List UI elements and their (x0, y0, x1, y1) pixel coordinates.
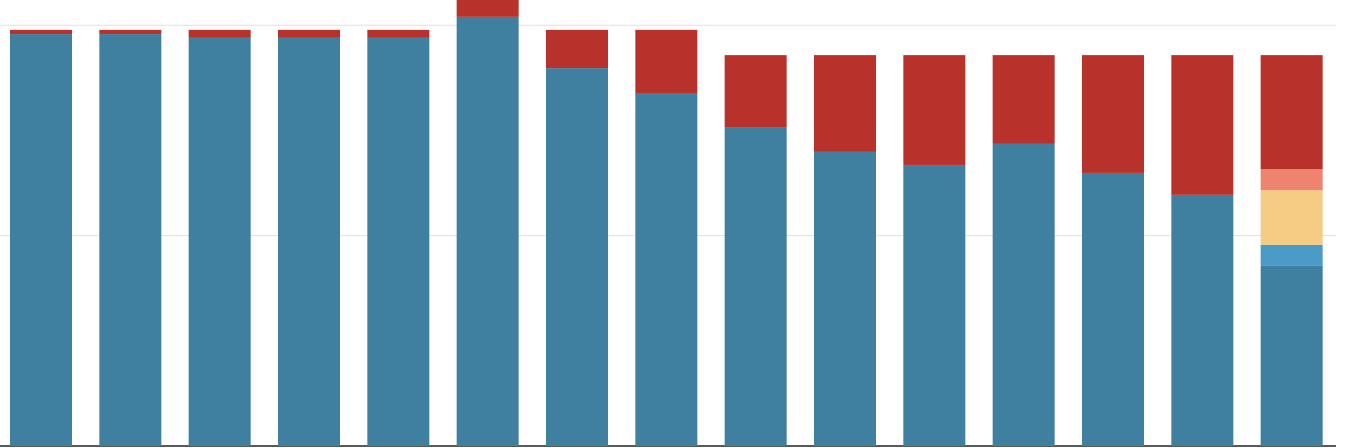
bar-segment (188, 29, 251, 38)
bar-segment (456, 16, 519, 446)
bar-segment (903, 55, 966, 165)
bar-segment (724, 127, 787, 446)
bar-segment (814, 151, 876, 446)
bar-segment (1260, 169, 1323, 191)
bar-segment (1260, 55, 1323, 170)
bar-segment (992, 143, 1055, 446)
bar-segment (1171, 194, 1234, 446)
bar-segment (456, 0, 519, 17)
bar-segment (99, 29, 162, 35)
bar-segment (992, 55, 1055, 144)
bar-segment (1082, 55, 1144, 173)
bar-segment (367, 29, 430, 38)
bar-segment (903, 164, 966, 446)
bar-segment (1082, 172, 1144, 447)
bar-segment (546, 68, 608, 446)
bar-segment (1260, 244, 1323, 266)
bar-segment (635, 92, 698, 447)
bar-segment (814, 55, 876, 152)
bar-segment (1260, 190, 1323, 245)
bar-segment (367, 37, 430, 447)
bar-segment (278, 37, 340, 447)
bar-segment (1171, 55, 1234, 195)
bar-segment (10, 34, 72, 447)
bar-segment (10, 29, 72, 35)
bar-segment (278, 29, 340, 38)
bar-segment (99, 34, 162, 447)
bar-segment (546, 29, 608, 69)
bar-segment (724, 55, 787, 128)
bar-segment (635, 29, 698, 93)
bar-segment (1260, 265, 1323, 446)
bar-segment (188, 37, 251, 447)
